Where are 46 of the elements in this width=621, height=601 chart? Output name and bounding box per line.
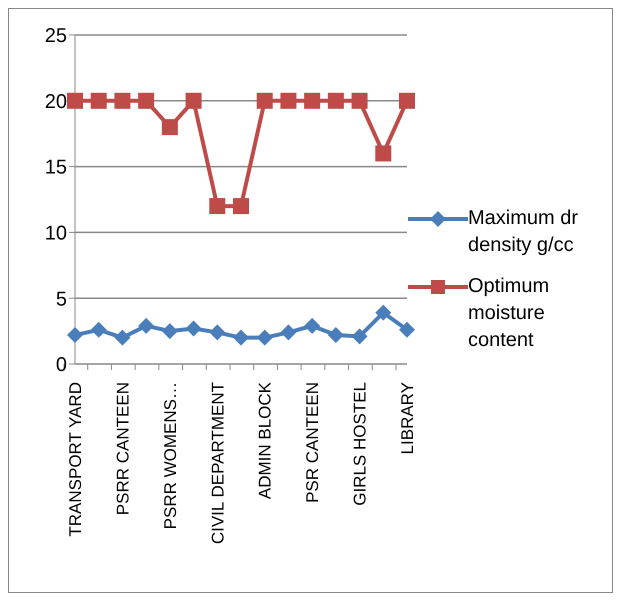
point: [209, 198, 226, 214]
point: [138, 92, 154, 109]
y-tick-label: 15: [44, 156, 67, 179]
x-tick-label: ADMIN BLOCK: [256, 381, 275, 500]
point: [162, 119, 178, 136]
y-tick-label: 25: [44, 25, 67, 48]
point: [67, 327, 83, 344]
point: [114, 92, 130, 109]
x-tick-label: PSRR CANTEEN: [113, 382, 132, 516]
point: [352, 92, 368, 109]
y-tick-label: 20: [44, 90, 67, 113]
point: [162, 323, 178, 340]
point: [328, 92, 344, 109]
point: [352, 328, 368, 344]
y-tick-label: 10: [44, 222, 67, 244]
point: [256, 330, 273, 346]
x-tick-label: GIRLS HOSTEL: [350, 382, 370, 506]
point: [304, 318, 320, 334]
point: [67, 92, 83, 109]
point: [375, 304, 392, 321]
point: [399, 92, 415, 109]
point: [186, 92, 202, 109]
point: [138, 318, 154, 334]
point: [375, 145, 392, 162]
point: [186, 320, 202, 336]
point: [304, 92, 320, 109]
point: [328, 327, 344, 344]
x-tick-label: LIBRARY: [398, 382, 417, 454]
point: [90, 92, 107, 109]
point: [256, 92, 273, 109]
point: [280, 324, 296, 340]
point: [114, 330, 130, 346]
point: [233, 198, 249, 214]
point: [280, 92, 296, 109]
legend-label: Maximum dr density g/cc: [468, 206, 580, 258]
legend-label: Optimum moisture content: [468, 274, 550, 353]
x-tick-label: PSRR WOMENS…: [160, 382, 180, 530]
point: [209, 324, 226, 340]
x-tick-label: TRANSPORT YARD: [66, 382, 85, 537]
x-tick-label: CIVIL DEPARTMENT: [208, 382, 228, 544]
point: [90, 322, 107, 338]
point: [399, 322, 415, 338]
y-tick-label: 5: [56, 288, 67, 310]
y-tick-label: 0: [56, 354, 67, 376]
point: [233, 330, 249, 346]
x-tick-label: PSR CANTEEN: [303, 382, 322, 503]
